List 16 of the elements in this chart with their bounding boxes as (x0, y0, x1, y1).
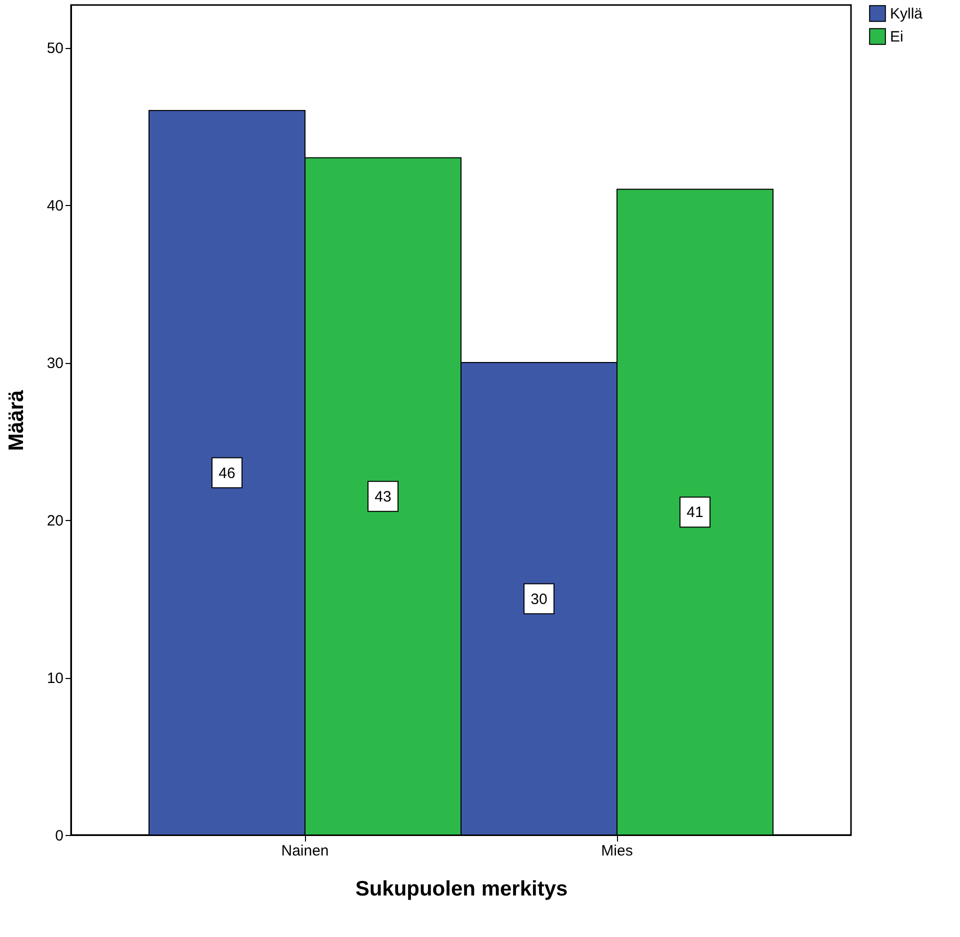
y-tick-label: 50 (46, 40, 64, 58)
y-tick-label: 20 (46, 512, 64, 530)
data-label: 43 (374, 488, 392, 506)
data-label: 41 (686, 504, 704, 522)
x-tick-label: Mies (601, 842, 633, 860)
y-tick-label: 40 (46, 198, 64, 215)
y-tick-label: 30 (46, 355, 64, 372)
y-axis-title: Määrä (4, 390, 28, 451)
data-label: 30 (530, 590, 548, 608)
x-tick-label: Nainen (281, 842, 329, 860)
legend-label: Ei (890, 28, 904, 46)
y-tick-label: 0 (55, 828, 64, 844)
legend-label: Kyllä (890, 6, 924, 22)
y-tick-label: 10 (46, 670, 64, 688)
x-axis-title: Sukupuolen merkitys (355, 878, 568, 900)
data-label: 46 (218, 464, 236, 482)
